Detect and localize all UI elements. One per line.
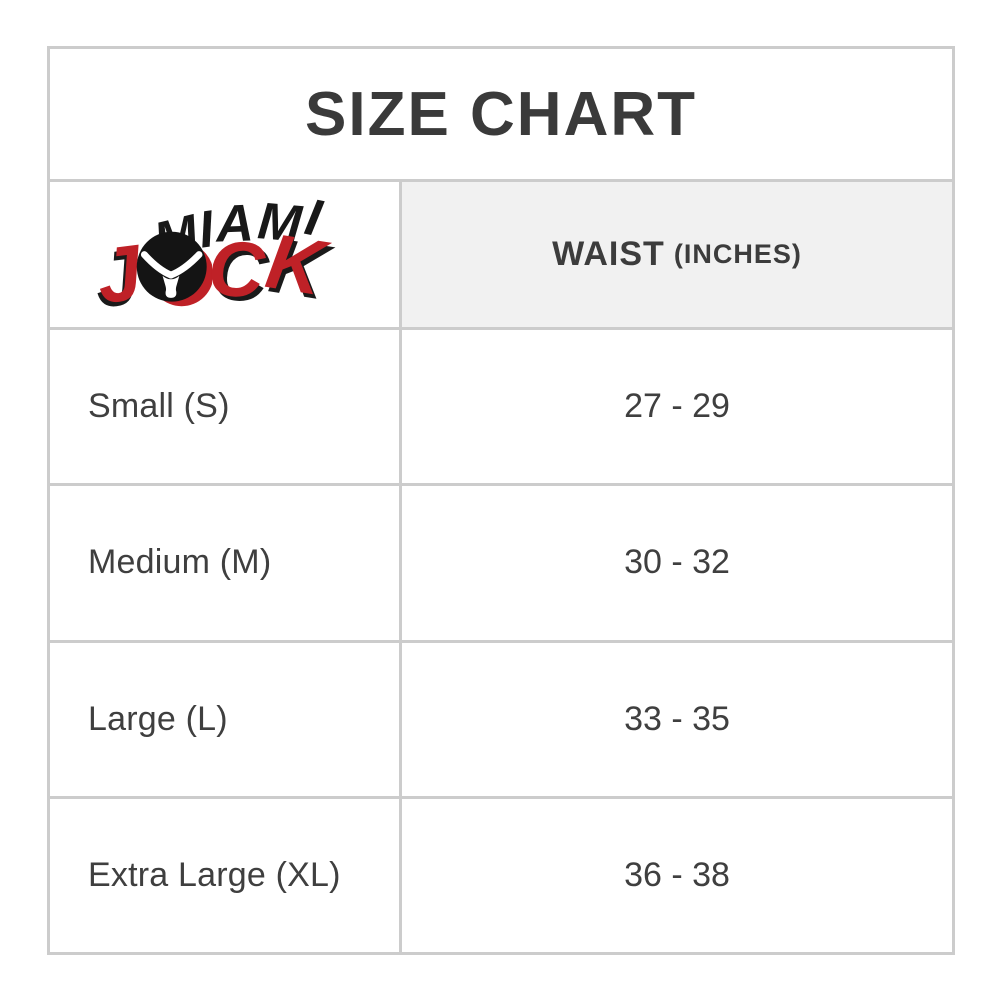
miami-jock-logo: M I A M I J (92, 188, 353, 320)
size-label: Small (S) (50, 330, 399, 484)
size-chart-table: SIZE CHART M I A M I J (47, 46, 955, 955)
size-label: Extra Large (XL) (50, 798, 399, 952)
waist-column-header: WAIST (INCHES) (402, 182, 952, 327)
page-title: SIZE CHART (305, 79, 697, 149)
waist-header-units: (INCHES) (673, 239, 802, 269)
table-row-small: Small (S) 27 - 29 (50, 330, 952, 484)
waist-header-label: WAIST (552, 235, 665, 273)
title-row: SIZE CHART (50, 49, 952, 179)
header-row: M I A M I J (50, 182, 952, 327)
logo-jock-text: J C K (92, 216, 331, 320)
table-row-xl: Extra Large (XL) 36 - 38 (50, 798, 952, 952)
size-label: Medium (M) (50, 486, 399, 640)
brand-logo-cell: M I A M I J (50, 182, 399, 327)
logo-letter: C (205, 223, 267, 314)
logo-letter: K (260, 215, 331, 312)
waist-range: 36 - 38 (402, 798, 952, 952)
jockstrap-circle-icon (136, 231, 214, 307)
waist-range: 33 - 35 (402, 642, 952, 796)
waist-range: 27 - 29 (402, 330, 952, 484)
size-label: Large (L) (50, 642, 399, 796)
table-row-large: Large (L) 33 - 35 (50, 642, 952, 796)
table-row-medium: Medium (M) 30 - 32 (50, 486, 952, 640)
waist-range: 30 - 32 (402, 486, 952, 640)
